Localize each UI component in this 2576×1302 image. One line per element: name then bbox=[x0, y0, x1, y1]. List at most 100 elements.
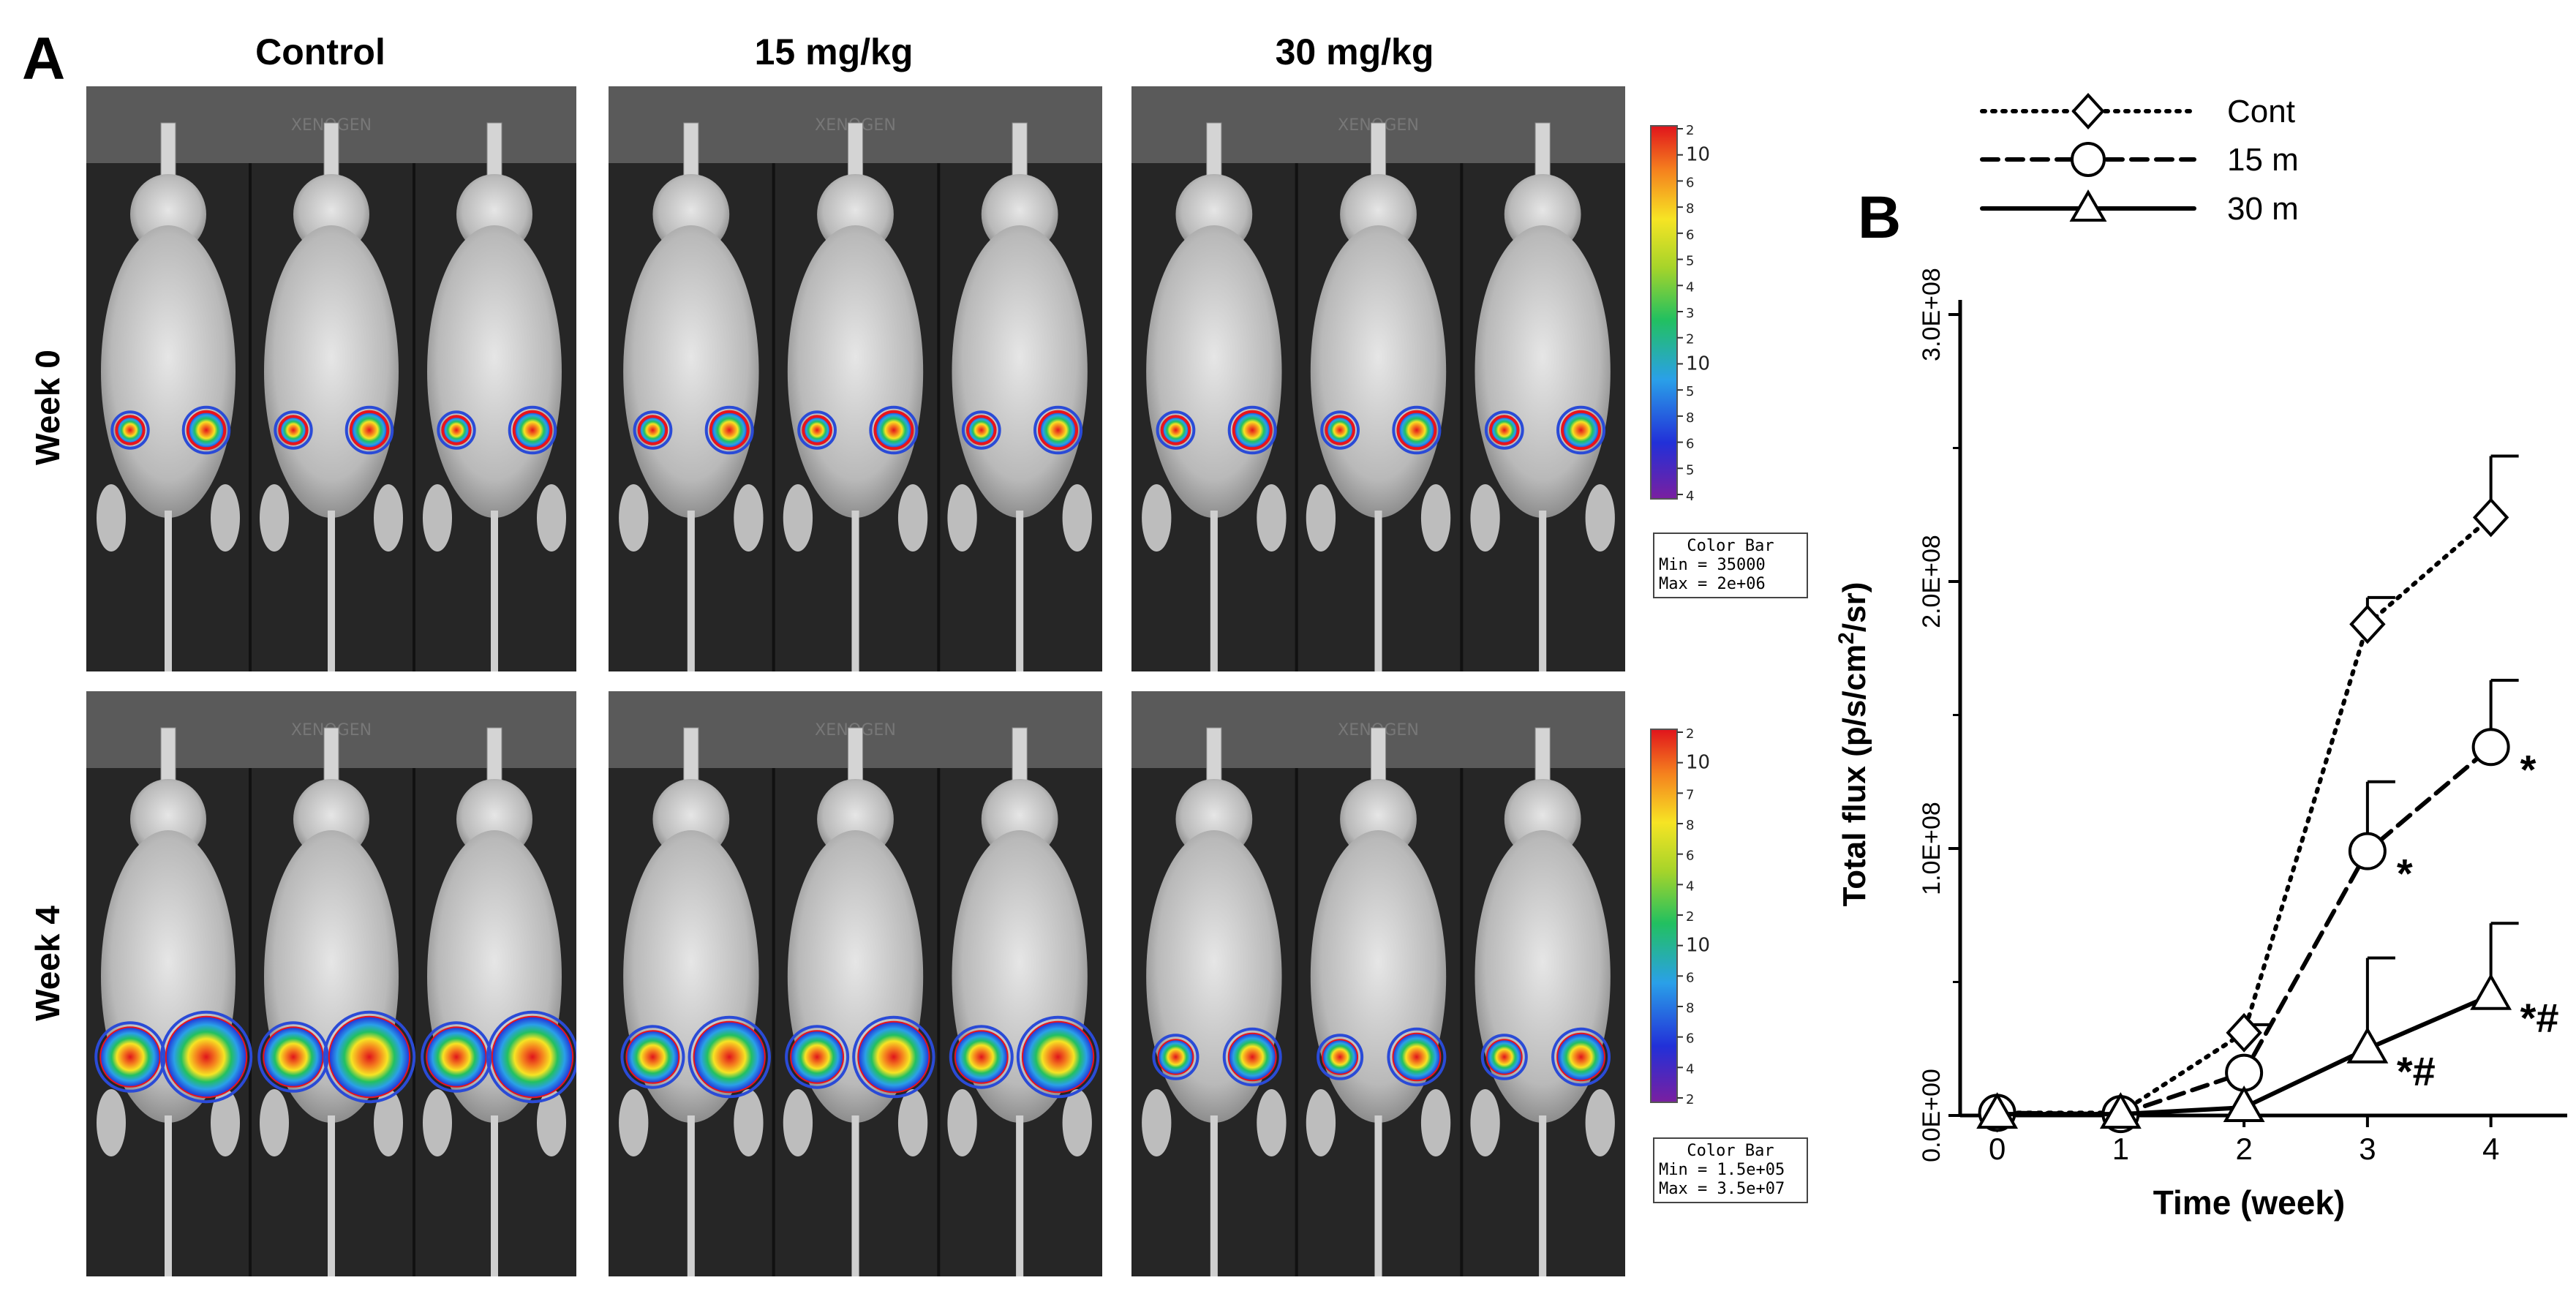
colorbar-title: Color Bar bbox=[1687, 1142, 1774, 1160]
colorbar-min: Min = 1.5e+05 bbox=[1659, 1161, 1785, 1179]
mouse bbox=[423, 122, 566, 671]
significance-annotation: * bbox=[2520, 746, 2537, 792]
mouse bbox=[257, 727, 416, 1276]
colorbar-tick-label: 5 bbox=[1686, 254, 1694, 269]
significance-annotation: * bbox=[2397, 851, 2413, 897]
colorbar-tick-label: 2 bbox=[1686, 332, 1694, 347]
colorbar-tick-label: 8 bbox=[1686, 201, 1694, 217]
mouse bbox=[1306, 727, 1451, 1276]
mouse bbox=[260, 122, 403, 671]
divider bbox=[937, 768, 941, 1276]
y-tick-label: 3.0E+08 bbox=[1918, 268, 1946, 361]
mouse bbox=[421, 727, 576, 1276]
x-tick-label: 2 bbox=[2235, 1132, 2252, 1166]
mouse bbox=[619, 727, 771, 1276]
mouse bbox=[619, 122, 764, 671]
colorbar-max: Max = 2e+06 bbox=[1659, 575, 1766, 593]
data-point bbox=[2472, 497, 2509, 538]
legend-label: 30 mg/kg bbox=[2227, 191, 2297, 227]
row-label-week4: Week 4 bbox=[29, 906, 67, 1021]
colorbar-tick-label: 10 bbox=[1686, 353, 1710, 375]
legend-label: Control bbox=[2227, 94, 2297, 129]
mouse-photo-15mgkg-week4: XENOGEN bbox=[609, 691, 1102, 1276]
x-axis-label: Time (week) bbox=[2153, 1184, 2345, 1222]
y-axis-label: Total flux (p/s/cm2/sr) bbox=[1834, 582, 1872, 907]
colorbar-tick-label: 10 bbox=[1686, 935, 1710, 957]
significance-annotation: *# bbox=[2520, 995, 2559, 1041]
y-tick-label: 2.0E+08 bbox=[1918, 535, 1946, 628]
colorbar-legend-week4: Color Bar Min = 1.5e+05 Max = 3.5e+07 bbox=[1653, 1137, 1808, 1203]
mouse-photo-15mgkg-week0: XENOGEN bbox=[609, 86, 1102, 671]
colorbar-tick-label: 2 bbox=[1686, 1092, 1694, 1107]
colorbar-tick-label: 6 bbox=[1686, 848, 1694, 864]
row-label-week0: Week 0 bbox=[29, 350, 67, 465]
mouse bbox=[1470, 727, 1615, 1276]
data-point bbox=[2471, 728, 2510, 767]
colorbar-tick-label: 5 bbox=[1686, 462, 1694, 478]
x-tick-label: 1 bbox=[2112, 1132, 2129, 1166]
legend-marker-triangle bbox=[2069, 189, 2107, 222]
colorbar-legend-week0: Color Bar Min = 35000 Max = 2e+06 bbox=[1653, 533, 1808, 598]
x-tick-label: 3 bbox=[2359, 1132, 2376, 1166]
chart-legend: Control 15 mg/kg 30 mg/kg bbox=[1980, 93, 2297, 227]
colorbar-tick-label: 4 bbox=[1686, 878, 1694, 894]
mouse bbox=[783, 727, 935, 1276]
divider bbox=[1295, 163, 1298, 671]
colorbar-tick-label: 6 bbox=[1686, 227, 1694, 243]
data-point bbox=[2348, 832, 2387, 870]
colorbar-tick-label: 4 bbox=[1686, 1061, 1694, 1077]
mouse bbox=[783, 122, 928, 671]
divider bbox=[1295, 768, 1298, 1276]
colorbar-tick-label: 2 bbox=[1686, 726, 1694, 742]
panel-a-letter: A bbox=[22, 26, 66, 92]
legend-label: 15 mg/kg bbox=[2227, 142, 2297, 178]
colorbar-tick-label: 6 bbox=[1686, 437, 1694, 452]
mouse bbox=[1470, 122, 1615, 671]
mouse bbox=[1142, 727, 1287, 1276]
mouse-photo-30mgkg-week0: XENOGEN bbox=[1131, 86, 1625, 671]
divider bbox=[937, 163, 941, 671]
legend-entry-30mgkg: 30 mg/kg bbox=[1980, 189, 2297, 227]
column-title-30mgkg: 30 mg/kg bbox=[1275, 31, 1434, 72]
colorbar-tick-label: 3 bbox=[1686, 306, 1694, 321]
panel-b-letter: B bbox=[1858, 184, 1901, 251]
colorbar-tick-label: 5 bbox=[1686, 384, 1694, 399]
colorbar-tick-label: 6 bbox=[1686, 970, 1694, 985]
colorbar-tick-label: 8 bbox=[1686, 410, 1694, 426]
colorbar-tick-label: 7 bbox=[1686, 787, 1694, 802]
colorbar-tick-label: 4 bbox=[1686, 279, 1694, 295]
legend-marker-diamond bbox=[2071, 93, 2105, 129]
colorbar-tick-label: 10 bbox=[1686, 144, 1710, 166]
mouse-photo-control-week4: XENOGEN bbox=[86, 691, 576, 1276]
colorbar-min: Min = 35000 bbox=[1659, 556, 1766, 574]
y-tick-label: 1.0E+08 bbox=[1918, 802, 1946, 895]
colorbar-tick-label: 8 bbox=[1686, 1001, 1694, 1016]
mouse bbox=[1306, 122, 1451, 671]
data-point bbox=[2346, 1026, 2389, 1064]
colorbar-tick-label: 6 bbox=[1686, 1031, 1694, 1047]
divider bbox=[249, 768, 252, 1276]
mouse bbox=[94, 727, 253, 1276]
line-chart-total-flux: B 0.0E+00 1.0E+08 2.0E+08 3.0E+08 0 1 2 3 4 Time (… bbox=[1834, 184, 2567, 1222]
legend-marker-circle bbox=[2071, 142, 2106, 177]
significance-annotation: *# bbox=[2397, 1048, 2436, 1094]
divider bbox=[413, 768, 415, 1276]
colorbar-week4: 2 10 7 8 6 4 2 10 6 8 6 4 2 bbox=[1650, 726, 1710, 1107]
divider bbox=[413, 163, 415, 671]
mouse bbox=[97, 122, 240, 671]
divider bbox=[1460, 163, 1464, 671]
column-title-15mgkg: 15 mg/kg bbox=[754, 31, 914, 72]
data-point bbox=[2226, 1012, 2262, 1053]
divider bbox=[1460, 768, 1464, 1276]
colorbar-tick-label: 6 bbox=[1686, 175, 1694, 190]
divider bbox=[772, 768, 775, 1276]
mouse-photo-30mgkg-week4: XENOGEN bbox=[1131, 691, 1625, 1276]
colorbar-tick-label: 8 bbox=[1686, 818, 1694, 833]
mouse bbox=[947, 122, 1092, 671]
y-tick-label: 0.0E+00 bbox=[1918, 1069, 1946, 1162]
divider bbox=[249, 163, 252, 671]
data-point bbox=[2223, 1085, 2265, 1123]
data-point bbox=[1976, 1092, 2019, 1129]
colorbar-tick-label: 10 bbox=[1686, 752, 1710, 774]
colorbar-week0: 2 10 6 8 6 5 4 3 2 10 5 8 6 5 4 bbox=[1650, 123, 1710, 503]
